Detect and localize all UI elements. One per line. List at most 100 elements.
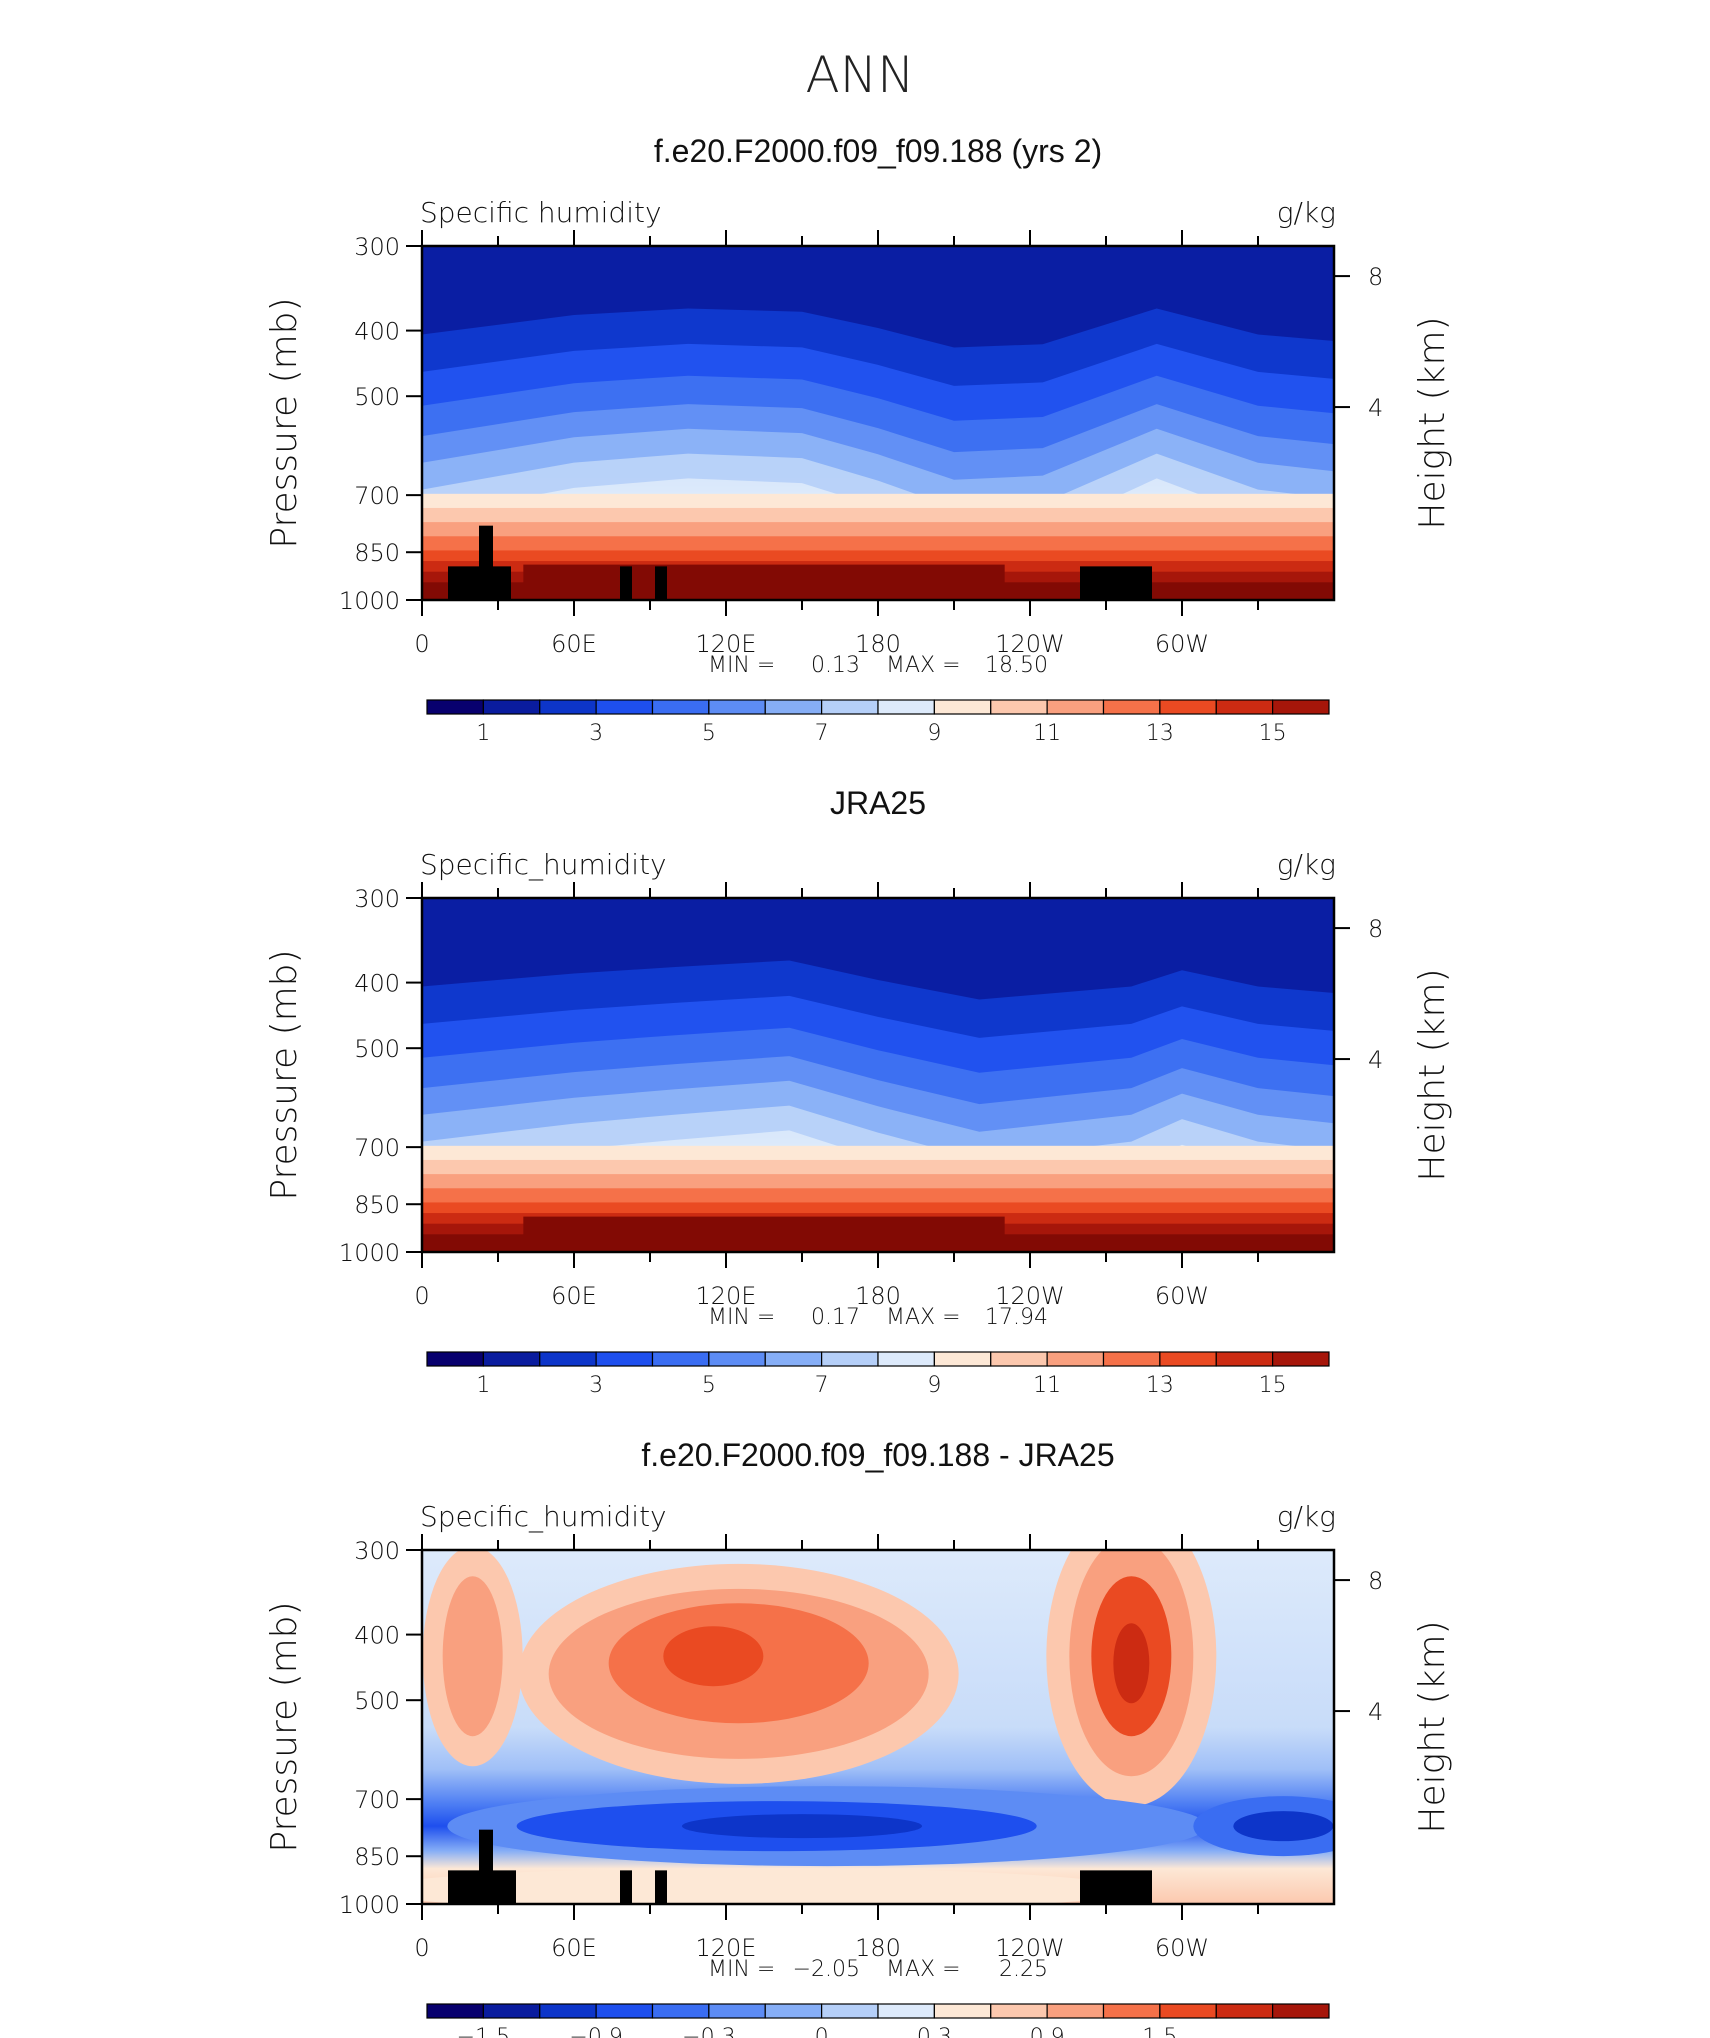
x-tick-label: 60E	[551, 1934, 597, 1962]
terrain-block	[620, 566, 632, 601]
colorbar-label: 5	[702, 721, 716, 746]
y-tick-right-label: 8	[1368, 1567, 1383, 1595]
y-tick-label: 850	[354, 539, 400, 567]
contour-blob	[422, 1867, 1132, 1904]
max-value: 18.50	[985, 653, 1048, 678]
colorbar-box	[1215, 2003, 1274, 2019]
min-value: −2.05	[793, 1957, 860, 1982]
colorbar-label: 1.5	[1142, 2025, 1177, 2038]
max-label: MAX =	[886, 1305, 961, 1330]
units-label: g/kg	[1277, 1500, 1336, 1533]
y-axis-label-right: Height (km)	[1412, 968, 1453, 1181]
colorbar-box	[708, 2003, 766, 2019]
contour-field	[422, 898, 1334, 1252]
colorbar-label: −0.9	[569, 2025, 622, 2038]
colorbar-box	[1102, 2003, 1161, 2019]
colorbar-label: 1	[476, 721, 490, 746]
contour-field	[422, 246, 1334, 600]
colorbar-box	[539, 699, 597, 715]
x-tick-label: 60W	[1155, 1934, 1209, 1962]
y-tick-label: 300	[354, 233, 400, 261]
x-tick-label: 120W	[995, 630, 1065, 658]
x-tick-label: 120W	[995, 1282, 1065, 1310]
y-tick-label: 400	[354, 970, 400, 998]
x-tick-label: 180	[855, 1934, 901, 1962]
colorbar-box	[708, 1351, 766, 1367]
colorbar-label: 0	[815, 2025, 829, 2038]
colorbar-label: 9	[927, 1373, 941, 1398]
colorbar-label: 0.3	[917, 2025, 952, 2038]
colorbar-box	[1046, 2003, 1105, 2019]
colorbar-label: 13	[1146, 1373, 1174, 1398]
x-tick-label: 60E	[551, 1282, 597, 1310]
colorbar-box	[482, 699, 541, 715]
terrain-block	[620, 1870, 632, 1905]
y-tick-label: 700	[354, 482, 400, 510]
y-tick-right-label: 4	[1368, 1698, 1383, 1726]
y-axis-label: Pressure (mb)	[264, 949, 305, 1200]
max-label: MAX =	[886, 1957, 961, 1982]
y-axis-label-right: Height (km)	[1412, 316, 1453, 529]
colorbar-box	[1215, 699, 1274, 715]
contour-blob	[663, 1626, 764, 1687]
y-tick-label: 850	[354, 1191, 400, 1219]
x-tick-label: 120E	[696, 630, 757, 658]
terrain-block	[655, 1870, 667, 1905]
contour-band	[523, 1216, 1005, 1252]
colorbar-label: 9	[927, 721, 941, 746]
field-label: Specific_humidity	[420, 848, 667, 882]
x-tick-label: 0	[414, 1934, 429, 1962]
colorbar-box	[821, 699, 879, 715]
max-label: MAX =	[886, 653, 961, 678]
colorbar-label: 0.9	[1030, 2025, 1065, 2038]
y-tick-label: 500	[354, 1035, 400, 1063]
x-tick-label: 0	[414, 1282, 429, 1310]
contour-blob	[442, 1576, 503, 1737]
panel-title: JRA25	[830, 785, 926, 821]
contour-blob	[1233, 1811, 1334, 1842]
colorbar-label: 7	[815, 721, 829, 746]
x-tick-label: 120W	[995, 1934, 1065, 1962]
colorbar-box	[1159, 2003, 1217, 2019]
panel-1: f.e20.F2000.f09_f09.188 (yrs 2) Specific …	[264, 133, 1453, 746]
y-axis-label: Pressure (mb)	[264, 297, 305, 548]
colorbar: 1 3 5 7 9 11 13 15	[426, 1351, 1330, 1398]
colorbar-box	[1159, 699, 1217, 715]
colorbar-box	[539, 2003, 597, 2019]
colorbar-box	[990, 1351, 1048, 1367]
colorbar-box	[990, 2003, 1048, 2019]
colorbar-box	[933, 1351, 992, 1367]
colorbar-box	[990, 699, 1048, 715]
colorbar-label: 3	[589, 721, 603, 746]
colorbar-box	[482, 1351, 541, 1367]
colorbar-label: 13	[1146, 721, 1174, 746]
colorbar-label: 11	[1033, 1373, 1061, 1398]
colorbar-box	[1272, 699, 1330, 715]
y-tick-right-label: 4	[1368, 394, 1383, 422]
x-tick-label: 60W	[1155, 1282, 1209, 1310]
y-axis-label: Pressure (mb)	[264, 1601, 305, 1852]
contour-blob	[1113, 1623, 1150, 1704]
terrain-block	[479, 1829, 493, 1905]
colorbar-box	[1272, 2003, 1330, 2019]
y-tick-label: 850	[354, 1843, 400, 1871]
colorbar-box	[1046, 699, 1105, 715]
contour-field	[422, 1550, 1334, 1904]
panel-title: f.e20.F2000.f09_f09.188 - JRA25	[641, 1437, 1114, 1473]
colorbar: 1 3 5 7 9 11 13 15	[426, 699, 1330, 746]
colorbar-label: 5	[702, 1373, 716, 1398]
colorbar-box	[1046, 1351, 1105, 1367]
colorbar-box	[877, 699, 935, 715]
y-tick-label: 500	[354, 383, 400, 411]
page-title: ANN	[805, 46, 914, 104]
y-axis-label-right: Height (km)	[1412, 1620, 1453, 1833]
colorbar-box	[651, 2003, 710, 2019]
min-value: 0.13	[811, 653, 860, 678]
y-tick-label: 1000	[339, 1239, 400, 1267]
colorbar: −1.5 −0.9 −0.3 0 0.3 0.9 1.5	[426, 2003, 1330, 2038]
y-tick-label: 300	[354, 1537, 400, 1565]
terrain-block	[655, 566, 667, 601]
y-tick-label: 300	[354, 885, 400, 913]
max-value: 17.94	[985, 1305, 1048, 1330]
terrain-block	[1080, 1870, 1152, 1905]
